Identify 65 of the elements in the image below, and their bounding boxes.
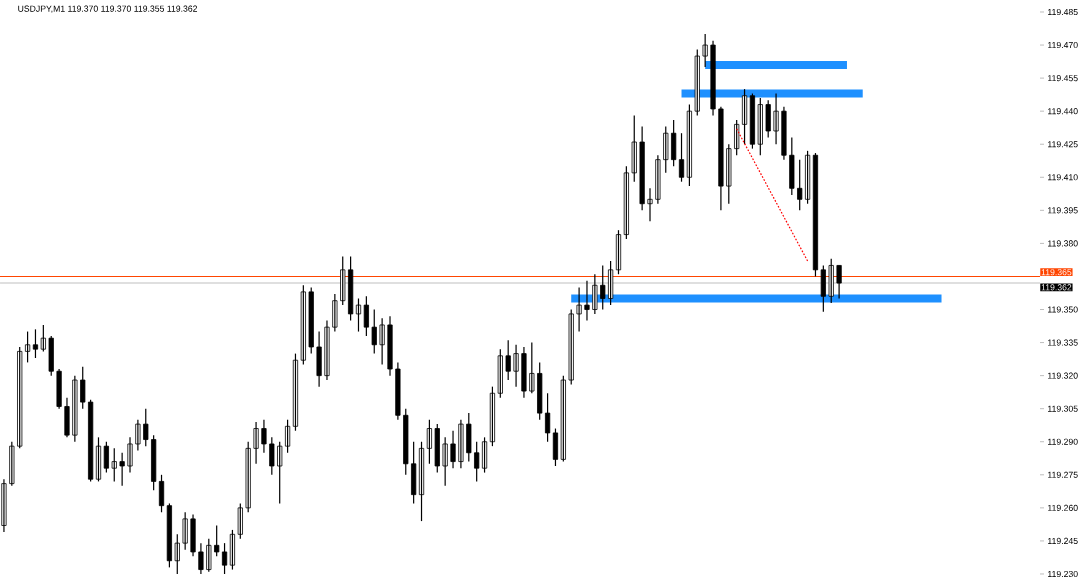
candlestick	[80, 366, 86, 410]
candlestick	[355, 297, 362, 333]
candlestick	[340, 256, 346, 306]
y-tick-label: 119.395	[1048, 207, 1078, 214]
candlestick	[497, 348, 503, 399]
candlestick	[702, 33, 708, 68]
candlestick	[442, 436, 448, 487]
candlestick	[40, 324, 46, 352]
y-tick-label: 119.290	[1048, 438, 1078, 445]
candlestick	[726, 143, 732, 205]
y-tick-label: 119.485	[1048, 8, 1078, 16]
candlestick	[568, 308, 574, 386]
candlestick	[765, 99, 771, 139]
candlestick	[797, 159, 803, 211]
y-tick-label: 119.305	[1048, 405, 1078, 412]
chart-title: USDJPY,M1 119.370 119.370 119.355 119.362	[18, 5, 198, 13]
candlestick	[757, 97, 763, 156]
candlestick	[214, 524, 220, 557]
candlestick	[820, 264, 826, 313]
candlestick	[434, 423, 440, 474]
candlestick	[143, 408, 149, 447]
y-tick-label: 119.470	[1048, 41, 1078, 49]
candlestick	[403, 408, 409, 476]
candlestick	[48, 335, 54, 377]
candlestick	[466, 412, 472, 463]
candlestick	[245, 441, 251, 513]
candlestick	[474, 441, 480, 483]
y-tick-label: 119.260	[1048, 504, 1078, 511]
candlestick	[537, 361, 543, 421]
candlestick	[663, 125, 669, 174]
y-tick-label: 119.335	[1048, 339, 1078, 346]
y-tick-label: 119.425	[1048, 141, 1078, 148]
candlestick	[182, 511, 188, 551]
y-tick-label: 119.440	[1048, 108, 1078, 115]
candlestick	[9, 441, 15, 487]
candlestick	[694, 48, 700, 117]
candlestick	[174, 533, 180, 575]
y-tick-label: 119.245	[1048, 537, 1078, 544]
candlestick	[600, 264, 606, 311]
candlestick	[371, 308, 377, 355]
y-tick-label: 119.380	[1048, 240, 1078, 247]
candlestick	[505, 339, 511, 381]
y-tick-label: 119.320	[1048, 372, 1078, 379]
candlestick	[308, 286, 314, 355]
candlestick	[17, 346, 23, 449]
ref-line-label: 119.362	[1041, 284, 1072, 291]
candlestick	[277, 441, 283, 505]
candlestick	[560, 375, 566, 463]
candlestick	[269, 436, 275, 476]
candlestick	[529, 341, 535, 394]
candlestick	[151, 434, 157, 491]
candlestick	[300, 284, 306, 366]
y-tick-label: 119.410	[1048, 174, 1078, 181]
y-tick-label: 119.350	[1048, 306, 1078, 313]
y-tick-label: 119.230	[1048, 570, 1078, 578]
candlestick	[206, 538, 212, 573]
candlestick	[828, 258, 834, 304]
y-tick-label: 119.455	[1048, 75, 1078, 82]
candlestick	[734, 119, 740, 156]
ref-line-label: 119.365	[1041, 269, 1072, 276]
y-tick-label: 119.275	[1048, 471, 1078, 478]
candlestick	[789, 137, 795, 196]
candlestick	[631, 114, 637, 183]
candlestick	[111, 447, 117, 483]
candlestick	[237, 502, 243, 540]
